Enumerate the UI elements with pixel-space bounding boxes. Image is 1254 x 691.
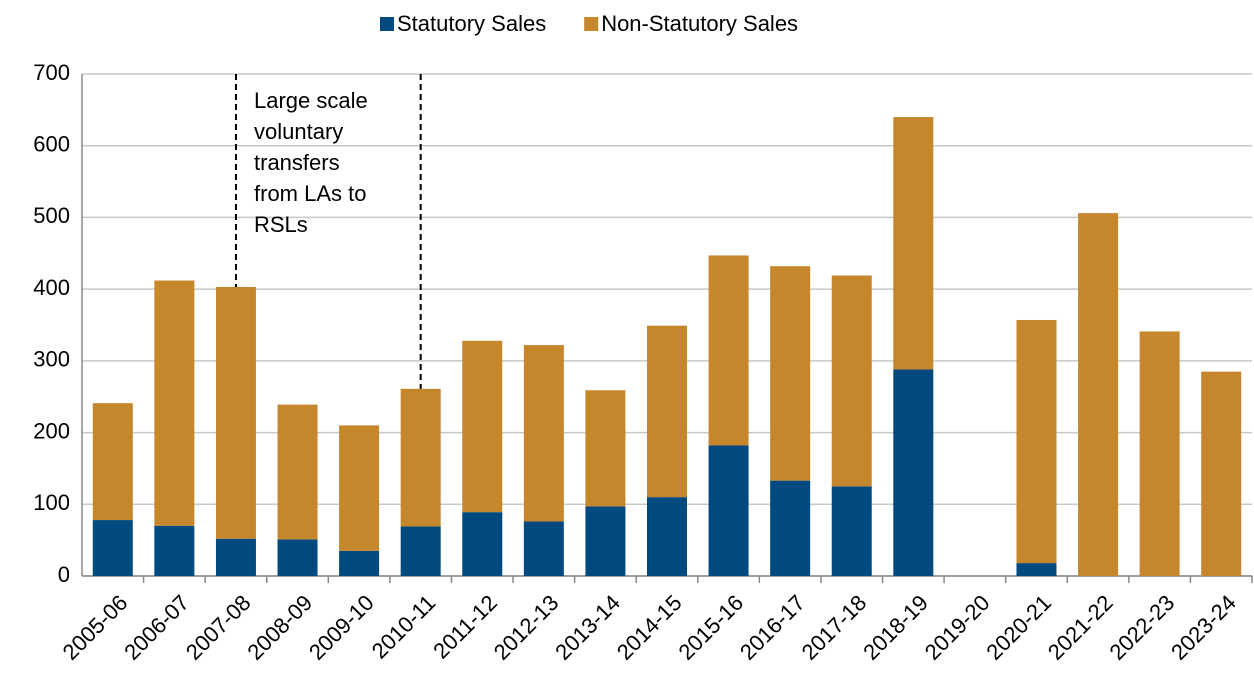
bar-segment [154,525,195,576]
bar-segment [277,404,318,540]
bar-segment [339,550,380,576]
bar-segment [462,512,503,576]
bar-segment [585,506,626,576]
legend-swatch [380,17,394,31]
bar-segment [1139,331,1180,576]
bar-segment [339,425,380,551]
bar-segment [1016,319,1057,564]
y-tick-label: 0 [58,562,70,587]
bar-segment [585,390,626,507]
legend-swatch [584,17,599,31]
x-tick-label: 2015-16 [673,590,748,665]
bar-segment [1201,371,1242,576]
x-tick-label: 2009-10 [304,590,379,665]
x-tick-label: 2010-11 [367,590,441,664]
x-tick-label: 2016-17 [735,590,810,665]
y-tick-label: 500 [33,203,70,228]
x-tick-label: 2019-20 [920,590,995,665]
bar-segment [400,526,441,576]
bar-segment [462,340,503,513]
bar-segment [893,369,934,576]
bar-segment [154,280,195,526]
bar-segment [708,255,749,446]
x-tick-label: 2020-21 [981,590,1056,665]
bar-segment [523,345,564,522]
annotation: transfers [254,150,340,175]
x-tick-label: 2022-23 [1105,590,1180,665]
annotation: Large scale [254,88,368,113]
x-tick-label: 2006-07 [119,590,194,665]
bar-segment [647,325,687,498]
x-tick-label: 2005-06 [58,590,133,665]
legend-label: Statutory Sales [397,11,546,36]
y-tick-label: 200 [33,418,70,443]
x-tick-label: 2017-18 [797,590,872,665]
bar-segment [893,117,934,370]
x-tick-label: 2013-14 [550,590,625,665]
bar-segment [647,497,687,576]
annotation: voluntary [254,119,343,144]
bar-segment [1016,563,1057,576]
bar-segment [1078,213,1119,576]
annotation: from LAs to [254,181,366,206]
y-tick-label: 100 [33,490,70,515]
x-tick-label: 2018-19 [858,590,933,665]
x-tick-label: 2011-12 [428,590,502,664]
bar-segment [770,266,811,481]
bar-segment [523,521,564,576]
x-tick-label: 2012-13 [489,590,564,665]
bar-segment [92,520,133,576]
x-tick-label: 2023-24 [1166,590,1241,665]
bar-segment [400,388,441,527]
y-tick-label: 600 [33,132,70,157]
x-tick-label: 2014-15 [612,590,687,665]
bar-segment [215,538,256,576]
x-tick-label: 2008-09 [242,590,317,665]
bar-segment [92,403,133,521]
bar-segment [831,486,872,576]
bar-segment [831,275,872,487]
annotation: RSLs [254,212,308,237]
bar-segment [770,480,811,576]
bar-segment [215,286,256,539]
y-tick-label: 300 [33,347,70,372]
bar-segment [708,445,749,576]
x-tick-label: 2021-22 [1043,590,1118,665]
bar-segment [277,539,318,576]
y-tick-label: 400 [33,275,70,300]
legend-label: Non-Statutory Sales [601,11,798,36]
y-tick-label: 700 [33,60,70,85]
x-tick-label: 2007-08 [181,590,256,665]
